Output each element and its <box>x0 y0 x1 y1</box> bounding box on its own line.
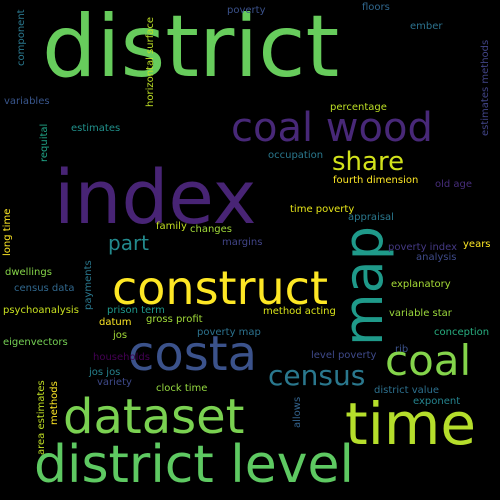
word-map: map <box>332 226 395 346</box>
word-level-poverty: level poverty <box>311 350 377 361</box>
word-dwellings: dwellings <box>5 267 52 278</box>
word-old-age: old age <box>435 179 473 190</box>
word-households: households <box>93 352 150 363</box>
word-variables: variables <box>4 96 50 107</box>
word-horizontal-surface: horizontal surface <box>145 16 156 107</box>
word-floors: floors <box>362 2 390 13</box>
word-variety: variety <box>97 377 132 388</box>
word-allows: allows <box>292 396 303 428</box>
word-index: index <box>54 155 257 241</box>
word-prison-term: prison term <box>107 305 165 316</box>
word-poverty: poverty <box>227 5 266 16</box>
word-component: component <box>16 9 27 66</box>
word-occupation: occupation <box>268 150 324 161</box>
word-appraisal: appraisal <box>348 212 394 223</box>
word-years: years <box>463 239 491 250</box>
word-margins: margins <box>222 237 263 248</box>
word-gross-profit: gross profit <box>146 314 203 325</box>
word-payments: payments <box>83 260 94 310</box>
word-jos: jos <box>113 330 128 341</box>
word-conception: conception <box>434 327 490 338</box>
word-analysis: analysis <box>416 252 457 263</box>
word-long-time: long time <box>2 208 13 256</box>
word-changes: changes <box>190 224 233 235</box>
word-rib: rib <box>395 344 409 355</box>
word-poverty-map: poverty map <box>197 327 261 338</box>
word-district-value: district value <box>374 385 440 396</box>
word-eigenvectors: eigenvectors <box>3 337 68 348</box>
word-datum: datum <box>99 317 132 328</box>
word-dataset: dataset <box>63 389 245 445</box>
word-exponent: exponent <box>413 396 461 407</box>
word-explanatory: explanatory <box>391 279 451 290</box>
word-poverty-index: poverty index <box>388 242 458 253</box>
word-estimates: estimates <box>71 123 121 134</box>
word-coal-wood: coal wood <box>231 105 433 151</box>
word-family: family <box>156 221 187 232</box>
word-requital: requital <box>39 123 50 162</box>
word-costa: costa <box>128 326 257 382</box>
word-census-data: census data <box>14 283 75 294</box>
word-share: share <box>332 147 405 177</box>
word-coal: coal <box>385 336 472 385</box>
word-variable-star: variable star <box>389 308 452 319</box>
word-census: census <box>268 359 366 392</box>
word-methods: methods <box>49 381 60 425</box>
word-time: time <box>345 390 477 458</box>
word-time-poverty: time poverty <box>290 204 355 215</box>
word-percentage: percentage <box>330 102 387 113</box>
word-ember: ember <box>410 21 443 32</box>
word-method-acting: method acting <box>263 306 336 317</box>
word-district: district <box>42 0 340 97</box>
word-clock-time: clock time <box>156 383 208 394</box>
word-jos-jos: jos jos <box>89 367 121 378</box>
word-estimates-methods: estimates methods <box>480 39 491 136</box>
word-psychoanalysis: psychoanalysis <box>3 305 79 316</box>
word-area-estimates: area estimates <box>36 380 47 455</box>
word-part: part <box>108 231 150 255</box>
word-construct: construct <box>112 261 328 315</box>
word-fourth-dimension: fourth dimension <box>333 175 419 186</box>
word-district-level: district level <box>34 435 354 495</box>
